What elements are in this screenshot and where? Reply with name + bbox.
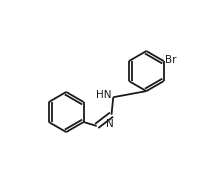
Text: N: N — [106, 119, 114, 129]
Text: HN: HN — [96, 90, 112, 101]
Text: Br: Br — [165, 55, 177, 65]
